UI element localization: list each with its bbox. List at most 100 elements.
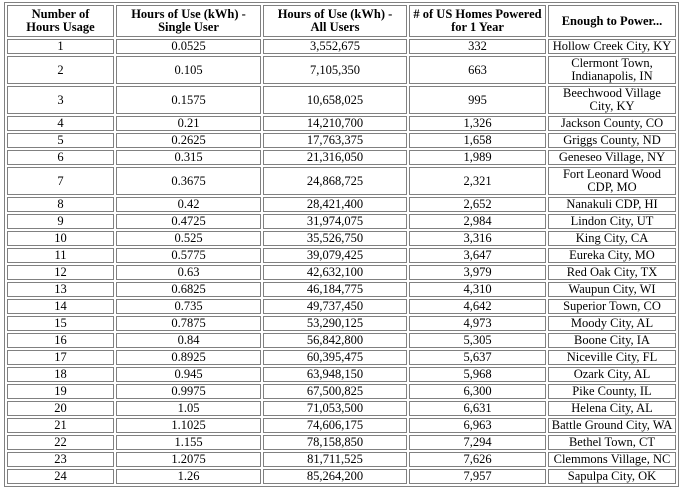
cell-enough-to-power: Eureka City, MO — [548, 248, 676, 263]
cell-kwh-all-users: 85,264,200 — [263, 469, 407, 484]
table-row: 10 0.525 35,526,750 3,316 King City, CA — [7, 231, 676, 246]
table-row: 6 0.315 21,316,050 1,989 Geneseo Village, NY — [7, 150, 676, 165]
header-homes-powered: # of US Homes Powered for 1 Year — [409, 5, 546, 37]
cell-enough-to-power: Pike County, IL — [548, 384, 676, 399]
cell-hours: 18 — [7, 367, 114, 382]
cell-kwh-single-user: 1.26 — [116, 469, 261, 484]
cell-kwh-all-users: 53,290,125 — [263, 316, 407, 331]
cell-kwh-all-users: 60,395,475 — [263, 350, 407, 365]
cell-homes-powered: 3,316 — [409, 231, 546, 246]
cell-kwh-all-users: 46,184,775 — [263, 282, 407, 297]
cell-kwh-single-user: 1.05 — [116, 401, 261, 416]
cell-enough-to-power: Battle Ground City, WA — [548, 418, 676, 433]
table-row: 18 0.945 63,948,150 5,968 Ozark City, AL — [7, 367, 676, 382]
table-row: 1 0.0525 3,552,675 332 Hollow Creek City, KY — [7, 39, 676, 54]
cell-kwh-single-user: 0.315 — [116, 150, 261, 165]
header-kwh-single-user: Hours of Use (kWh) - Single User — [116, 5, 261, 37]
table-row: 7 0.3675 24,868,725 2,321 Fort Leonard Wood … — [7, 167, 676, 195]
cell-homes-powered: 7,957 — [409, 469, 546, 484]
table-row: 24 1.26 85,264,200 7,957 Sapulpa City, OK — [7, 469, 676, 484]
cell-enough-to-power: Waupun City, WI — [548, 282, 676, 297]
cell-kwh-all-users: 49,737,450 — [263, 299, 407, 314]
cell-kwh-single-user: 0.4725 — [116, 214, 261, 229]
table-row: 23 1.2075 81,711,525 7,626 Clemmons Village,… — [7, 452, 676, 467]
cell-kwh-single-user: 0.525 — [116, 231, 261, 246]
cell-enough-to-power: Lindon City, UT — [548, 214, 676, 229]
cell-homes-powered: 4,973 — [409, 316, 546, 331]
cell-enough-to-power: Boone City, IA — [548, 333, 676, 348]
cell-homes-powered: 7,626 — [409, 452, 546, 467]
cell-kwh-all-users: 56,842,800 — [263, 333, 407, 348]
cell-enough-to-power: Jackson County, CO — [548, 116, 676, 131]
cell-kwh-all-users: 78,158,850 — [263, 435, 407, 450]
cell-kwh-single-user: 0.1575 — [116, 86, 261, 114]
cell-hours: 4 — [7, 116, 114, 131]
cell-homes-powered: 663 — [409, 56, 546, 84]
cell-homes-powered: 1,658 — [409, 133, 546, 148]
cell-kwh-single-user: 1.1025 — [116, 418, 261, 433]
cell-kwh-all-users: 42,632,100 — [263, 265, 407, 280]
cell-hours: 12 — [7, 265, 114, 280]
cell-homes-powered: 5,637 — [409, 350, 546, 365]
table-row: 2 0.105 7,105,350 663 Clermont Town, Indiana… — [7, 56, 676, 84]
cell-hours: 19 — [7, 384, 114, 399]
cell-kwh-all-users: 14,210,700 — [263, 116, 407, 131]
cell-hours: 8 — [7, 197, 114, 212]
cell-kwh-all-users: 28,421,400 — [263, 197, 407, 212]
cell-homes-powered: 332 — [409, 39, 546, 54]
cell-enough-to-power: Beechwood Village City, KY — [548, 86, 676, 114]
cell-kwh-single-user: 0.63 — [116, 265, 261, 280]
table-body: 1 0.0525 3,552,675 332 Hollow Creek City, KY… — [7, 39, 676, 484]
cell-homes-powered: 2,984 — [409, 214, 546, 229]
cell-homes-powered: 3,979 — [409, 265, 546, 280]
cell-kwh-single-user: 0.5775 — [116, 248, 261, 263]
cell-hours: 17 — [7, 350, 114, 365]
cell-enough-to-power: Superior Town, CO — [548, 299, 676, 314]
cell-enough-to-power: Red Oak City, TX — [548, 265, 676, 280]
cell-kwh-all-users: 35,526,750 — [263, 231, 407, 246]
cell-kwh-single-user: 0.21 — [116, 116, 261, 131]
cell-kwh-single-user: 0.42 — [116, 197, 261, 212]
header-number-of-hours-usage: Number of Hours Usage — [7, 5, 114, 37]
cell-enough-to-power: Griggs County, ND — [548, 133, 676, 148]
cell-kwh-single-user: 0.3675 — [116, 167, 261, 195]
cell-kwh-single-user: 0.8925 — [116, 350, 261, 365]
table-row: 21 1.1025 74,606,175 6,963 Battle Ground Cit… — [7, 418, 676, 433]
table-row: 16 0.84 56,842,800 5,305 Boone City, IA — [7, 333, 676, 348]
cell-kwh-single-user: 0.6825 — [116, 282, 261, 297]
cell-kwh-all-users: 39,079,425 — [263, 248, 407, 263]
cell-kwh-single-user: 0.2625 — [116, 133, 261, 148]
cell-hours: 14 — [7, 299, 114, 314]
table-row: 20 1.05 71,053,500 6,631 Helena City, AL — [7, 401, 676, 416]
table-row: 3 0.1575 10,658,025 995 Beechwood Village Ci… — [7, 86, 676, 114]
cell-enough-to-power: Sapulpa City, OK — [548, 469, 676, 484]
table-row: 9 0.4725 31,974,075 2,984 Lindon City, UT — [7, 214, 676, 229]
header-enough-to-power: Enough to Power... — [548, 5, 676, 37]
table-row: 8 0.42 28,421,400 2,652 Nanakuli CDP, HI — [7, 197, 676, 212]
cell-hours: 24 — [7, 469, 114, 484]
cell-enough-to-power: Nanakuli CDP, HI — [548, 197, 676, 212]
cell-hours: 11 — [7, 248, 114, 263]
table-row: 15 0.7875 53,290,125 4,973 Moody City, AL — [7, 316, 676, 331]
table-row: 4 0.21 14,210,700 1,326 Jackson County, CO — [7, 116, 676, 131]
cell-kwh-all-users: 74,606,175 — [263, 418, 407, 433]
cell-kwh-all-users: 7,105,350 — [263, 56, 407, 84]
cell-kwh-single-user: 1.155 — [116, 435, 261, 450]
cell-enough-to-power: King City, CA — [548, 231, 676, 246]
cell-homes-powered: 6,300 — [409, 384, 546, 399]
table-header: Number of Hours Usage Hours of Use (kWh)… — [7, 5, 676, 37]
table-row: 12 0.63 42,632,100 3,979 Red Oak City, TX — [7, 265, 676, 280]
cell-hours: 15 — [7, 316, 114, 331]
cell-kwh-all-users: 63,948,150 — [263, 367, 407, 382]
cell-kwh-single-user: 0.105 — [116, 56, 261, 84]
energy-usage-table: Number of Hours Usage Hours of Use (kWh)… — [4, 2, 679, 487]
cell-hours: 2 — [7, 56, 114, 84]
cell-homes-powered: 2,652 — [409, 197, 546, 212]
cell-kwh-single-user: 0.84 — [116, 333, 261, 348]
cell-homes-powered: 4,642 — [409, 299, 546, 314]
cell-hours: 10 — [7, 231, 114, 246]
cell-homes-powered: 5,968 — [409, 367, 546, 382]
cell-enough-to-power: Ozark City, AL — [548, 367, 676, 382]
cell-kwh-all-users: 67,500,825 — [263, 384, 407, 399]
cell-hours: 9 — [7, 214, 114, 229]
